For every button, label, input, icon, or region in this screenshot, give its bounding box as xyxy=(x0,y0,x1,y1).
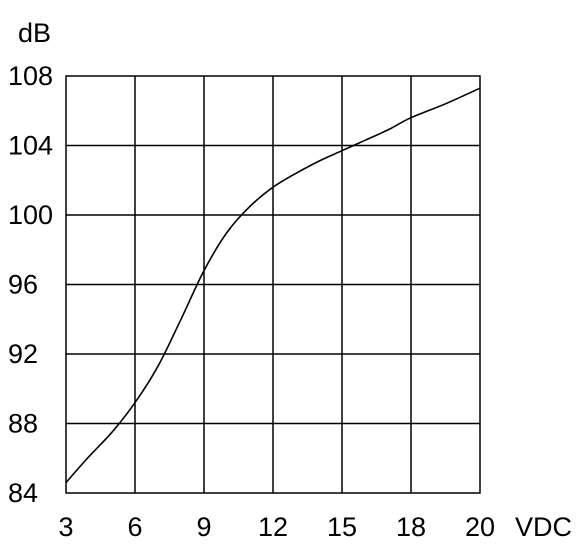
x-tick-labels: 3 6 9 12 15 18 20 xyxy=(58,512,495,542)
y-tick-labels: 108 104 100 96 92 88 84 xyxy=(8,61,53,508)
x-tick-label: 18 xyxy=(396,512,426,542)
series-line xyxy=(65,87,481,484)
y-tick-label: 92 xyxy=(8,339,38,369)
x-tick-label: 6 xyxy=(127,512,142,542)
y-tick-label: 88 xyxy=(8,409,38,439)
x-tick-label: 3 xyxy=(58,512,73,542)
grid xyxy=(66,76,480,493)
plot-frame xyxy=(65,75,481,494)
x-axis-label: VDC xyxy=(515,512,572,542)
x-tick-label: 12 xyxy=(258,512,288,542)
y-tick-label: 104 xyxy=(8,131,53,161)
y-tick-label: 108 xyxy=(8,61,53,91)
y-tick-label: 84 xyxy=(8,478,38,508)
x-tick-label: 20 xyxy=(465,512,495,542)
y-axis-label: dB xyxy=(18,18,51,48)
x-tick-label: 15 xyxy=(327,512,357,542)
y-tick-label: 100 xyxy=(8,200,53,230)
y-tick-label: 96 xyxy=(8,270,38,300)
x-tick-label: 9 xyxy=(196,512,211,542)
